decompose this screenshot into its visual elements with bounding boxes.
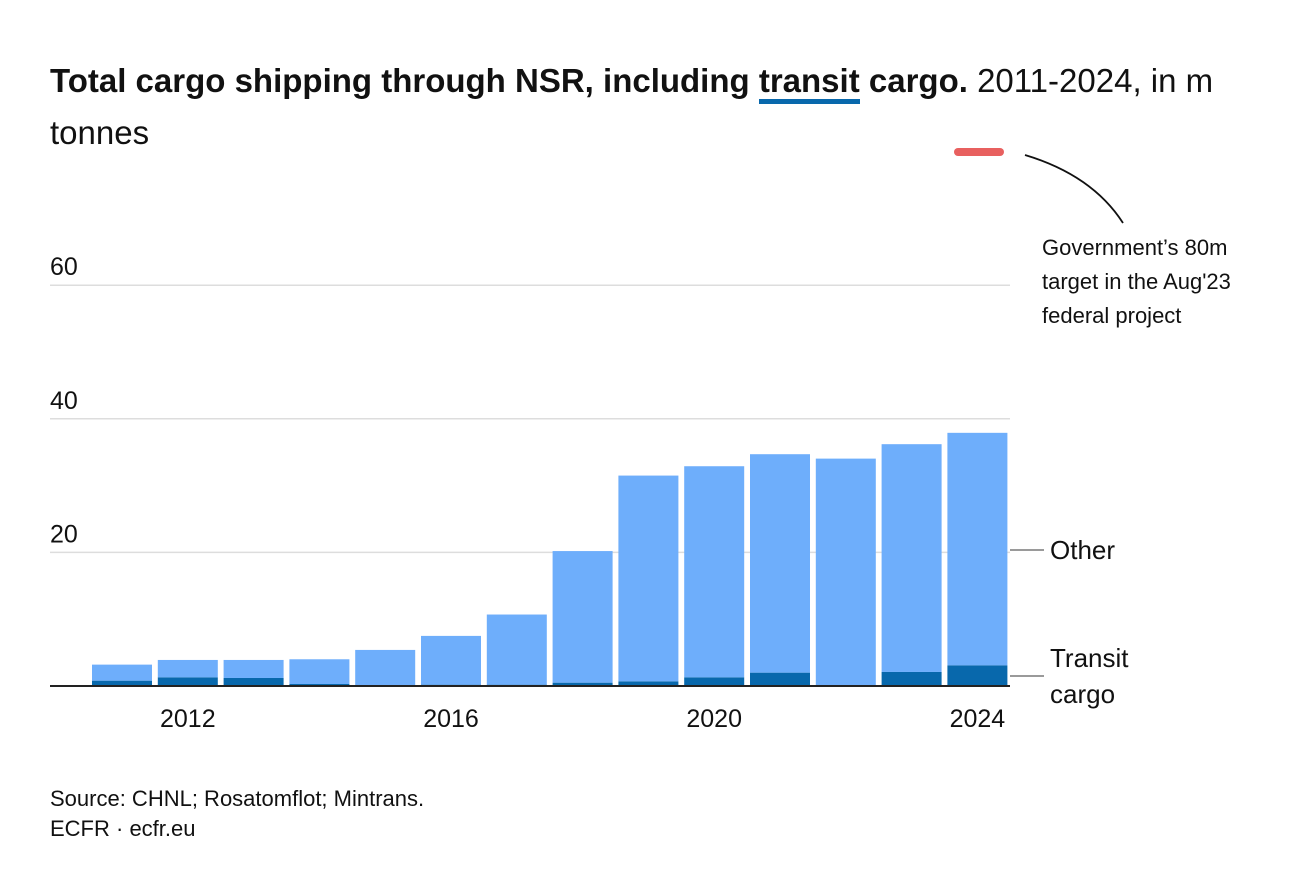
bar-other-2024 [947,432,1008,666]
bar-transit-cargo-2021 [750,672,810,686]
legend: Other Transit cargo [1010,535,1129,709]
bar-transit-cargo-2023 [881,671,942,686]
bar-other-2015 [355,649,416,686]
bars-group [92,432,1008,686]
title-transit-highlight: transit [758,62,860,104]
bar-other-2022 [815,458,876,686]
annotation-leader-line [1024,154,1124,224]
legend-other: Other [1050,535,1115,565]
bar-transit-cargo-2014 [289,683,350,686]
bar-other-2023 [881,444,942,672]
x-tick-label-2016: 2016 [423,705,479,733]
bar-other-2013 [223,659,284,678]
bar-other-2019 [618,475,679,682]
y-axis-ticks: 20 40 60 [50,253,78,548]
y-tick-label-20: 20 [50,520,78,548]
annotation-line-1: Government’s 80m [1042,235,1227,260]
bar-other-2021 [750,454,810,673]
title-bold-part-1: Total cargo shipping through NSR, includ… [50,62,759,99]
bar-other-2011 [92,664,152,681]
y-tick-label-60: 60 [50,253,78,281]
legend-transit-line-2: cargo [1050,679,1115,709]
x-tick-label-2012: 2012 [160,705,216,733]
x-tick-label-2024: 2024 [950,705,1006,733]
title-subtitle: 2011-2024, in m tonnes [50,62,1214,151]
bar-transit-cargo-2011 [92,680,152,686]
source-line: Source: CHNL; Rosatomflot; Mintrans. [50,786,425,811]
bar-transit-cargo-2020 [684,677,745,686]
y-tick-label-40: 40 [50,387,78,415]
bar-other-2017 [486,614,547,685]
x-tick-label-2020: 2020 [686,705,742,733]
legend-transit-line-1: Transit [1050,643,1129,673]
bar-transit-cargo-2013 [223,677,284,686]
publisher-line: ECFR · ecfr.eu [50,816,196,841]
target-marker-group: Government’s 80m target in the Aug'23 fe… [954,148,1231,328]
annotation-line-3: federal project [1042,303,1181,328]
bar-transit-cargo-2024 [947,665,1008,686]
source-note: Source: CHNL; Rosatomflot; Mintrans. ECF… [50,784,424,844]
bar-other-2012 [157,659,218,678]
bar-transit-cargo-2018 [552,682,613,686]
chart-title: Total cargo shipping through NSR, includ… [50,55,1270,159]
bar-transit-cargo-2012 [157,677,218,686]
bar-other-2020 [684,466,745,678]
bar-transit-cargo-2019 [618,681,679,686]
annotation-line-2: target in the Aug'23 [1042,269,1231,294]
bar-other-2014 [289,659,350,684]
bar-other-2018 [552,551,613,683]
title-bold-part-2: cargo. [859,62,968,99]
x-axis-ticks: 2012 2016 2020 2024 [160,705,1005,733]
bar-other-2016 [421,635,481,685]
